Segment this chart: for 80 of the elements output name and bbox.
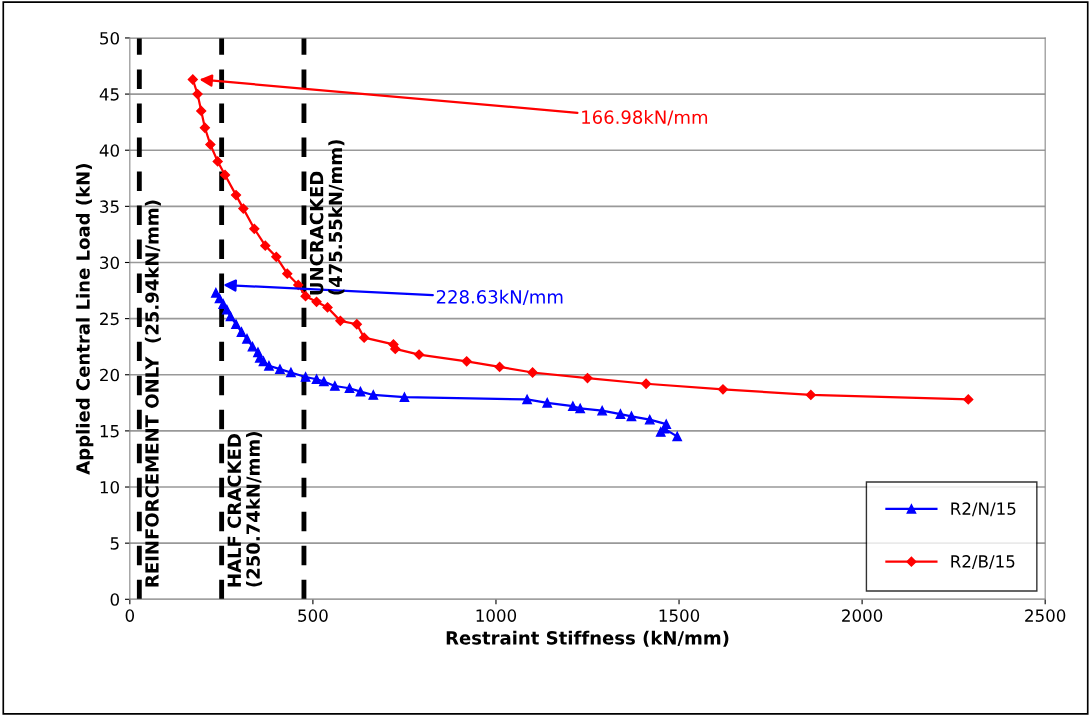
legend-label: R2/B/15 <box>951 555 1015 570</box>
point <box>192 88 203 100</box>
point <box>330 381 340 391</box>
point <box>205 139 216 150</box>
point <box>626 411 637 422</box>
point <box>527 367 538 378</box>
ref-line-label: UNCRACKED (475.55kN/mm) <box>309 140 345 295</box>
point <box>199 122 211 133</box>
point <box>231 319 241 330</box>
point <box>238 203 249 214</box>
annotation: 228.63kN/mm <box>436 289 563 306</box>
y-axis-title: Applied Central Line Load (kN) <box>75 164 94 475</box>
point <box>597 405 608 416</box>
point <box>271 251 282 262</box>
point <box>187 74 198 85</box>
point <box>212 156 223 167</box>
x-tick-label: 500 <box>298 609 328 622</box>
point <box>522 394 532 405</box>
point <box>242 333 252 344</box>
point <box>219 169 231 181</box>
point <box>225 311 236 322</box>
x-axis-title: Restraint Stiffness (kN/mm) <box>446 630 729 647</box>
point <box>311 374 322 385</box>
point <box>322 302 333 313</box>
point <box>399 392 410 403</box>
point <box>461 356 472 367</box>
point <box>230 190 242 201</box>
point <box>413 349 425 360</box>
point <box>311 296 322 307</box>
point <box>260 240 271 251</box>
point <box>575 403 586 414</box>
point <box>351 319 362 330</box>
point <box>264 360 274 371</box>
y-tick-label: 15 <box>100 425 119 438</box>
point <box>963 394 974 405</box>
point <box>247 341 258 352</box>
point <box>494 361 505 373</box>
ref-line-label: REINFORCEMENT ONLY (25.94kN/mm) <box>144 200 161 587</box>
point <box>300 291 311 302</box>
point <box>282 268 293 279</box>
point <box>286 367 296 378</box>
point <box>359 332 370 343</box>
y-tick-label: 5 <box>110 537 119 550</box>
y-tick-label: 30 <box>100 256 119 270</box>
y-tick-label: 20 <box>100 368 119 382</box>
y-tick-label: 45 <box>99 88 119 101</box>
x-tick-label: 0 <box>125 609 135 622</box>
point <box>335 315 346 326</box>
point <box>542 397 553 408</box>
point <box>805 389 816 401</box>
point <box>196 105 207 117</box>
point <box>258 356 269 367</box>
y-tick-label: 40 <box>99 144 119 157</box>
y-tick-label: 50 <box>100 31 119 45</box>
y-tick-label: 0 <box>110 593 119 606</box>
point <box>640 378 652 389</box>
y-tick-label: 35 <box>100 200 119 213</box>
x-tick-label: 2000 <box>842 609 883 622</box>
point <box>319 376 329 387</box>
point <box>672 431 683 442</box>
annotation: 166.98kN/mm <box>582 110 708 126</box>
x-tick-label: 2500 <box>1025 609 1066 622</box>
x-tick-label: 1500 <box>659 609 700 622</box>
x-tick-label: 1000 <box>476 609 517 622</box>
point <box>275 364 285 375</box>
legend-label: R2/N/15 <box>951 502 1016 517</box>
point <box>615 409 626 419</box>
point <box>355 386 366 397</box>
point <box>582 373 593 384</box>
point <box>249 223 260 234</box>
point <box>567 401 578 412</box>
point <box>236 327 247 337</box>
point <box>344 383 355 394</box>
point <box>368 390 379 400</box>
point <box>644 414 655 425</box>
ref-line-label: HALF CRACKED (250.74kN/mm) <box>227 432 263 587</box>
y-tick-label: 10 <box>100 480 119 494</box>
point <box>300 372 311 382</box>
point <box>717 384 729 395</box>
y-tick-label: 25 <box>100 312 119 326</box>
